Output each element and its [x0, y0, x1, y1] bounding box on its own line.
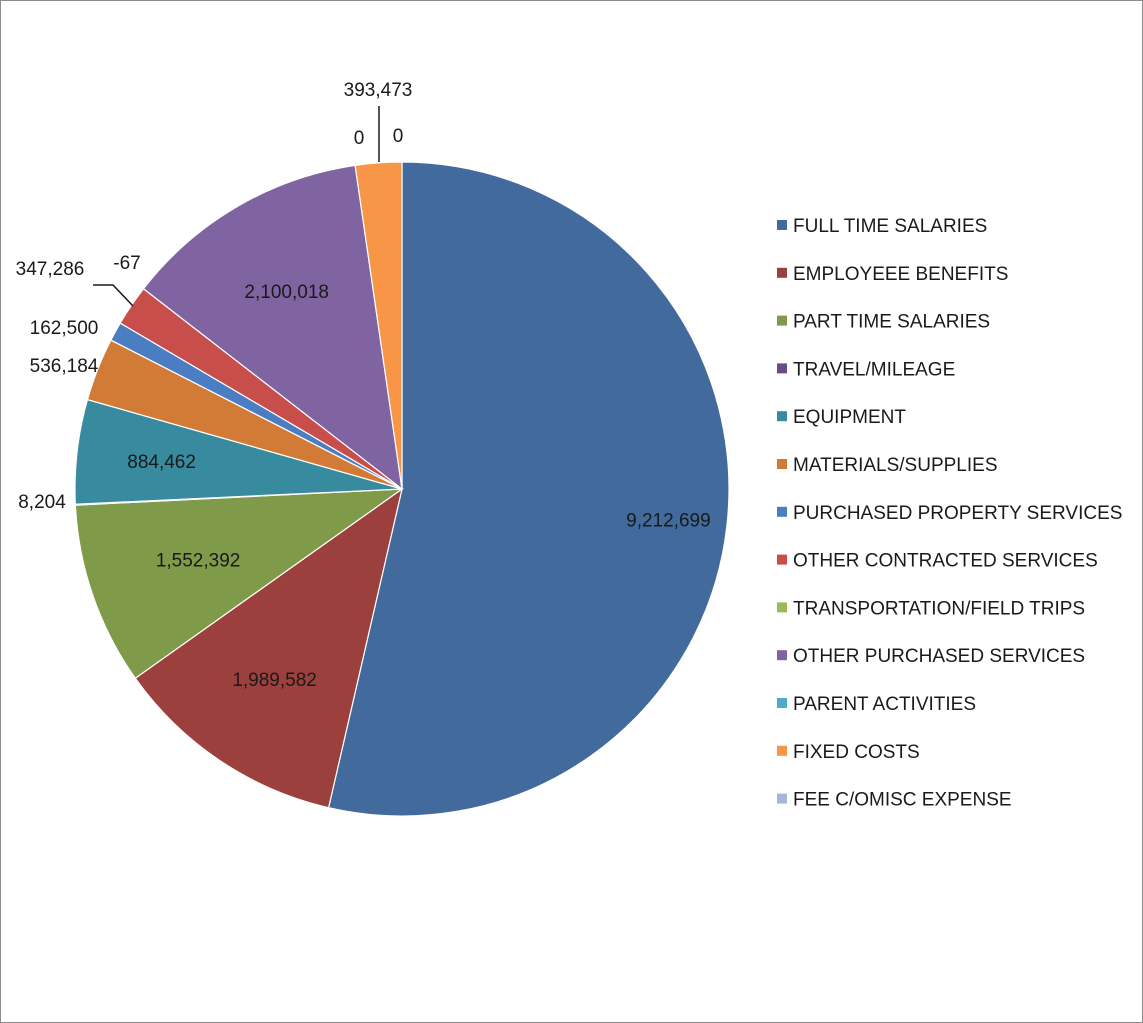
legend-label-part-time-salaries: PART TIME SALARIES	[793, 312, 990, 333]
legend-label-full-time-salaries: FULL TIME SALARIES	[793, 216, 987, 237]
legend-label-other-purchased-services: OTHER PURCHASED SERVICES	[793, 646, 1085, 667]
legend-swatch-employeee-benefits	[777, 267, 787, 278]
slice-fixed-costs	[354, 161, 403, 490]
data-label-part-time-salaries: 1,552,392	[156, 551, 241, 572]
legend-swatch-fixed-costs	[777, 745, 787, 756]
legend-label-fixed-costs: FIXED COSTS	[793, 742, 920, 763]
legend-label-other-contracted-services: OTHER CONTRACTED SERVICES	[793, 551, 1098, 572]
legend-swatch-part-time-salaries	[777, 315, 787, 326]
slice-part-time-salaries	[74, 488, 405, 680]
legend-label-travel-mileage: TRAVEL/MILEAGE	[793, 359, 955, 380]
data-label-other-purchased-services: 2,100,018	[244, 282, 329, 303]
legend-swatch-equipment	[777, 411, 787, 422]
leader-line-other-contracted-services	[93, 284, 134, 307]
slice-other-purchased-services	[142, 164, 403, 491]
legend-label-fee-c-omisc-expense: FEE C/OMISC EXPENSE	[793, 790, 1012, 811]
data-label-employeee-benefits: 1,989,582	[232, 670, 317, 691]
pie-slices	[74, 161, 730, 817]
data-label-fee-c-omisc-expense: 0	[393, 126, 404, 147]
data-labels: 9,212,699 1,989,582 1,552,392 8,204 884,462 5…	[16, 80, 711, 691]
data-label-full-time-salaries: 9,212,699	[626, 510, 711, 531]
data-label-travel-mileage: 8,204	[18, 492, 66, 513]
data-label-parent-activities: 0	[354, 128, 365, 149]
legend-label-materials-supplies: MATERIALS/SUPPLIES	[793, 455, 998, 476]
leader-lines	[93, 106, 380, 307]
legend-label-parent-activities: PARENT ACTIVITIES	[793, 694, 976, 715]
legend-label-equipment: EQUIPMENT	[793, 407, 906, 428]
data-label-other-contracted-services: 347,286	[16, 259, 85, 280]
data-label-purchased-property-services: 162,500	[30, 318, 99, 339]
data-label-materials-supplies: 536,184	[30, 356, 99, 377]
data-label-equipment: 884,462	[127, 452, 196, 473]
legend-swatch-other-contracted-services	[777, 554, 787, 565]
legend-swatch-travel-mileage	[777, 363, 787, 374]
legend-swatch-purchased-property-services	[777, 506, 787, 517]
legend-swatch-materials-supplies	[777, 459, 787, 469]
slice-full-time-salaries	[327, 161, 730, 817]
legend-label-purchased-property-services: PURCHASED PROPERTY SERVICES	[793, 503, 1122, 524]
data-label-transportation-field-trips: -67	[113, 253, 140, 274]
legend: FULL TIME SALARIES EMPLOYEEE BENEFITS PART…	[777, 216, 1122, 811]
legend-label-transportation-field-trips: TRANSPORTATION/FIELD TRIPS	[793, 598, 1085, 619]
legend-swatch-full-time-salaries	[777, 220, 787, 230]
slice-employeee-benefits	[134, 487, 403, 809]
legend-swatch-other-purchased-services	[777, 650, 787, 661]
legend-swatch-parent-activities	[777, 698, 787, 708]
legend-label-employeee-benefits: EMPLOYEEE BENEFITS	[793, 264, 1008, 285]
legend-swatch-fee-c-omisc-expense	[777, 793, 787, 804]
data-label-fixed-costs: 393,473	[344, 80, 413, 101]
legend-swatch-transportation-field-trips	[777, 602, 787, 613]
